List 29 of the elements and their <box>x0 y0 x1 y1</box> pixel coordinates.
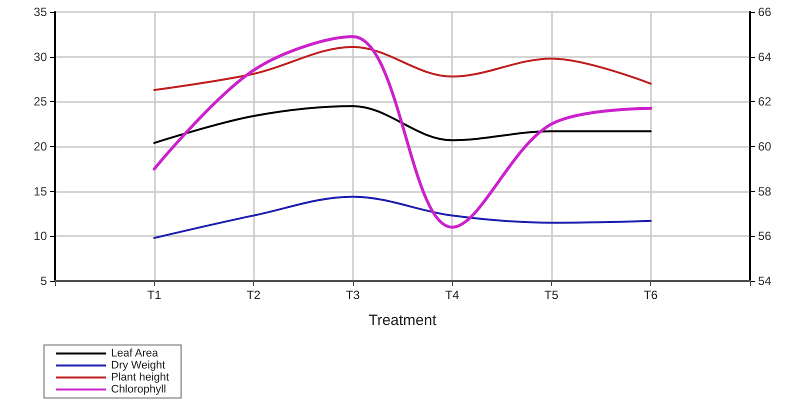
line-series <box>152 35 652 229</box>
y2-tick-label: 64 <box>758 50 772 64</box>
x-tick-label: T5 <box>544 288 559 302</box>
x-tick-label: T3 <box>346 288 360 302</box>
y2-tick-label: 56 <box>758 229 772 244</box>
y-tick-label: 15 <box>34 184 48 198</box>
y2-tick-label: 62 <box>758 94 772 109</box>
x-tick-label: T1 <box>147 288 162 302</box>
x-tick-label: T2 <box>246 288 261 302</box>
legend-label: Leaf Area <box>111 348 159 360</box>
legend-label: Chlorophyll <box>111 384 166 396</box>
y-tick-label: 10 <box>34 229 48 244</box>
y-tick-label: 35 <box>34 5 48 19</box>
x-tick-label: T4 <box>445 288 460 302</box>
line-series <box>153 196 652 239</box>
line-series <box>153 105 652 144</box>
y-tick-label: 25 <box>34 94 48 109</box>
y2-tick-label: 66 <box>758 5 772 19</box>
y-tick-label: 30 <box>34 50 48 64</box>
x-tick-label: T6 <box>644 288 658 302</box>
y-tick-label: 5 <box>40 274 48 288</box>
legend-label: Dry Weight <box>111 360 166 372</box>
y-tick-label: 20 <box>34 140 48 154</box>
line-series <box>153 46 652 92</box>
y2-tick-label: 58 <box>758 184 772 198</box>
y2-tick-label: 60 <box>758 140 772 154</box>
y2-tick-label: 54 <box>758 274 772 288</box>
x-axis-title: Treatment <box>368 312 438 329</box>
legend-label: Plant height <box>111 372 170 384</box>
